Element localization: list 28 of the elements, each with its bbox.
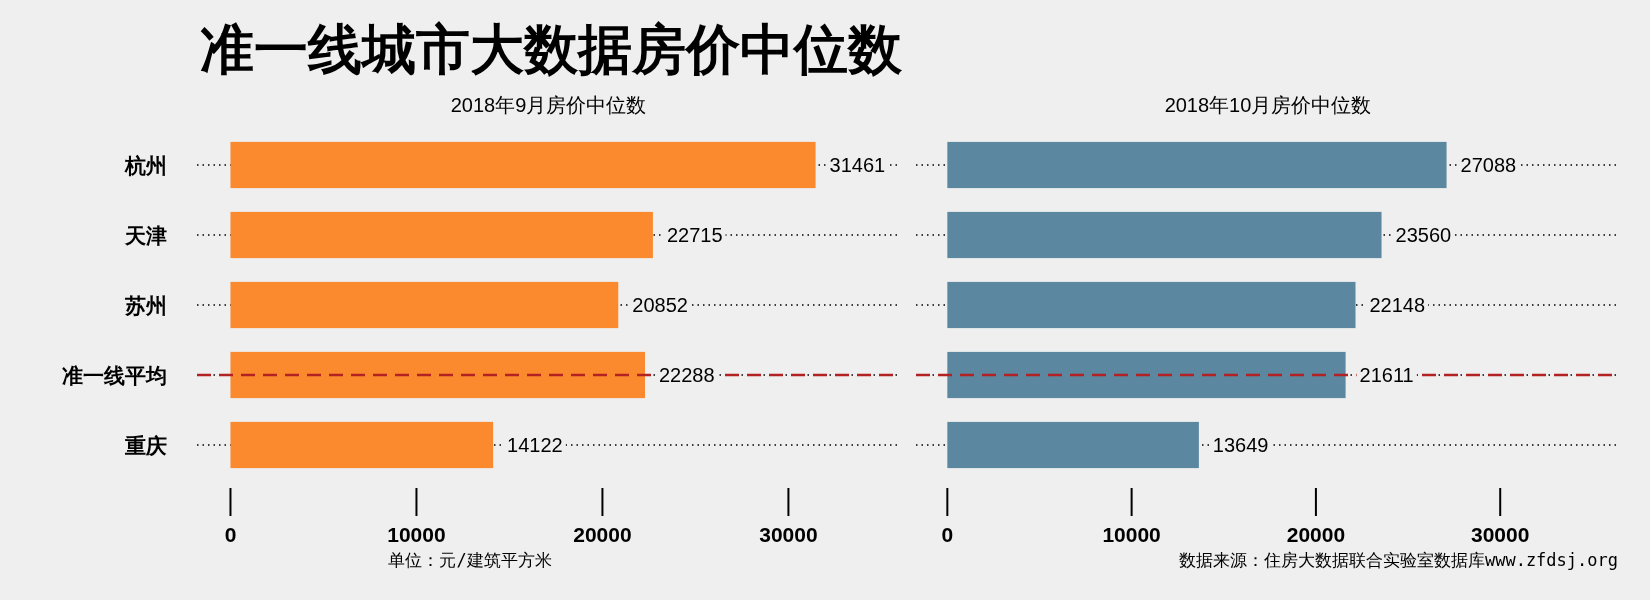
chart-title: 准一线城市大数据房价中位数 <box>200 17 903 81</box>
y-tick-label: 杭州 <box>124 153 167 178</box>
data-label: 27088 <box>1460 154 1517 176</box>
y-tick-label: 苏州 <box>124 293 167 318</box>
data-label: 31461 <box>829 154 886 176</box>
data-label: 13649 <box>1212 434 1269 456</box>
x-tick-label: 20000 <box>1286 523 1346 546</box>
data-label: 14122 <box>507 434 563 456</box>
y-tick-label: 天津 <box>124 223 167 248</box>
x-tick-label: 10000 <box>387 523 446 546</box>
chart-subtitle: 2018年9月房价中位数 <box>450 94 647 116</box>
y-tick-label: 准一线平均 <box>62 363 167 388</box>
data-label: 22288 <box>658 364 715 386</box>
x-tick-label: 0 <box>224 523 237 546</box>
source-note: 数据来源：住房大数据联合实验室数据库www.zfdsj.org <box>1178 550 1618 570</box>
x-tick-label: 30000 <box>759 523 818 546</box>
data-label: 21611 <box>1359 364 1414 386</box>
data-label: 23560 <box>1395 224 1452 246</box>
data-label: 20852 <box>632 294 688 316</box>
x-tick-label: 20000 <box>573 523 632 546</box>
x-tick-label: 0 <box>941 523 954 546</box>
x-tick-label: 30000 <box>1471 523 1530 546</box>
y-tick-label: 重庆 <box>124 433 167 458</box>
data-label: 22715 <box>666 224 723 246</box>
text: 单位：元/建筑平方米 <box>388 550 552 570</box>
chart-subtitle: 2018年10月房价中位数 <box>1164 94 1372 116</box>
x-tick-label: 10000 <box>1102 523 1161 546</box>
data-label: 22148 <box>1369 294 1426 316</box>
